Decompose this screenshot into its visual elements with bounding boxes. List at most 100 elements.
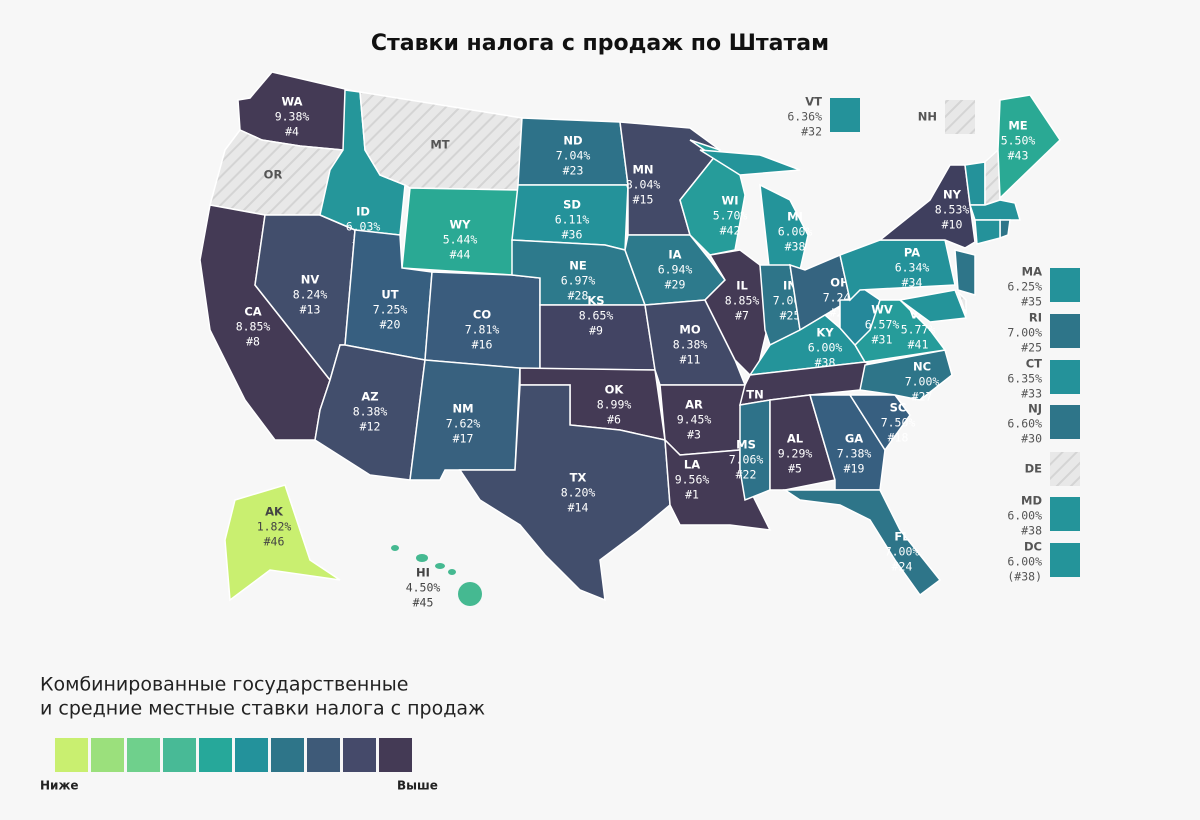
state-abbr: NJ [1028, 402, 1042, 416]
state-abbr: WV [871, 303, 893, 317]
state [769, 394, 836, 491]
state-rank: #11 [680, 353, 701, 367]
state [848, 394, 911, 452]
state-rate: 6.97% [561, 274, 596, 288]
legend-swatch [127, 738, 160, 772]
state-abbr: KY [816, 326, 834, 340]
state-rank: #7 [735, 309, 749, 323]
callout-box [1050, 405, 1080, 439]
state-rate: 9.38% [275, 110, 310, 124]
state-abbr: AR [685, 398, 703, 412]
state-abbr: HI [416, 566, 430, 580]
state-rate: 8.85% [725, 294, 760, 308]
state-abbr: ME [1008, 119, 1027, 133]
state-rate: 8.38% [353, 405, 388, 419]
state-rate: 7.00% [1007, 326, 1042, 340]
state-rate: 9.29% [778, 447, 813, 461]
state-abbr: WY [449, 218, 471, 232]
state [898, 289, 968, 323]
state-abbr: RI [1029, 311, 1042, 325]
legend-low: Ниже [40, 779, 79, 793]
legend-swatch [343, 738, 376, 772]
state-rank: #3 [687, 428, 701, 442]
state-rate: 8.85% [236, 320, 271, 334]
state-rate: 9.45% [677, 413, 712, 427]
state-rank: #12 [360, 420, 381, 434]
state-rank: #43 [1008, 149, 1029, 163]
state-rank: #13 [300, 303, 321, 317]
state [997, 94, 1061, 200]
state-rate: 6.94% [658, 263, 693, 277]
state-rate: 8.24% [293, 288, 328, 302]
state-abbr: UT [381, 288, 398, 302]
state-rank: #1 [685, 488, 699, 502]
legend-swatch [163, 738, 196, 772]
state-rate: 8.65% [579, 309, 614, 323]
state-rate: 8.99% [597, 398, 632, 412]
state-rank: #17 [453, 432, 474, 446]
state-abbr: IL [736, 279, 748, 293]
state-rank: #20 [380, 318, 401, 332]
callout-box [1050, 314, 1080, 348]
state-rank: #45 [413, 596, 434, 610]
state-abbr: WA [281, 95, 302, 109]
state-abbr: VT [805, 95, 822, 109]
callout-box [1050, 543, 1080, 577]
state-rank: #33 [1021, 387, 1042, 401]
legend-swatch [307, 738, 340, 772]
state-rate: 6.34% [895, 261, 930, 275]
state-rate: 7.62% [446, 417, 481, 431]
state-abbr: IA [668, 248, 681, 262]
state-rank: #5 [788, 462, 802, 476]
legend-title: Комбинированные государственные [40, 674, 408, 696]
state-abbr: OR [264, 168, 283, 182]
state-rank: #28 [568, 289, 589, 303]
state-rank: #19 [844, 462, 865, 476]
state-rate: 8.53% [935, 203, 970, 217]
state [859, 349, 953, 401]
state-rate: 1.82% [257, 520, 292, 534]
state-abbr: DC [1024, 540, 1042, 554]
state-rank: #38 [785, 240, 806, 254]
state [224, 484, 341, 602]
state [391, 545, 399, 551]
state-abbr: CA [244, 305, 261, 319]
callout-box [1050, 497, 1080, 531]
state-abbr: CO [473, 308, 491, 322]
state-rank: (#38) [1007, 570, 1042, 584]
state-abbr: AZ [361, 390, 378, 404]
state-rate: 6.25% [1007, 280, 1042, 294]
state-abbr: MA [1022, 265, 1042, 279]
state-rate: 6.00% [778, 225, 813, 239]
state-rate: 5.50% [1001, 134, 1036, 148]
state-rank: #4 [285, 125, 299, 139]
state-abbr: PA [904, 246, 920, 260]
state-abbr: MO [679, 323, 700, 337]
state-rank: #6 [607, 413, 621, 427]
state-abbr: MS [736, 438, 756, 452]
legend-swatch [379, 738, 412, 772]
state-rank: #31 [872, 333, 893, 347]
state-abbr: SC [890, 401, 907, 415]
state-abbr: MI [787, 210, 803, 224]
state-abbr: OK [605, 383, 625, 397]
title: Ставки налога с продаж по Штатам [371, 31, 829, 56]
state [974, 219, 1001, 245]
state-rank: #23 [563, 164, 584, 178]
state-rank: #46 [264, 535, 285, 549]
state-rank: #22 [736, 468, 757, 482]
state-rate: 7.25% [373, 303, 408, 317]
state-abbr: NC [913, 360, 931, 374]
state-abbr: ID [356, 205, 370, 219]
state-abbr: NY [943, 188, 962, 202]
callout-box [945, 100, 975, 134]
state-rank: #15 [633, 193, 654, 207]
legend-swatch [91, 738, 124, 772]
state-rate: 7.00% [905, 375, 940, 389]
state-abbr: AL [787, 432, 804, 446]
state-rank: #44 [450, 248, 471, 262]
state-rate: 6.60% [1007, 417, 1042, 431]
state-abbr: AK [265, 505, 284, 519]
state-rate: 6.36% [787, 110, 822, 124]
